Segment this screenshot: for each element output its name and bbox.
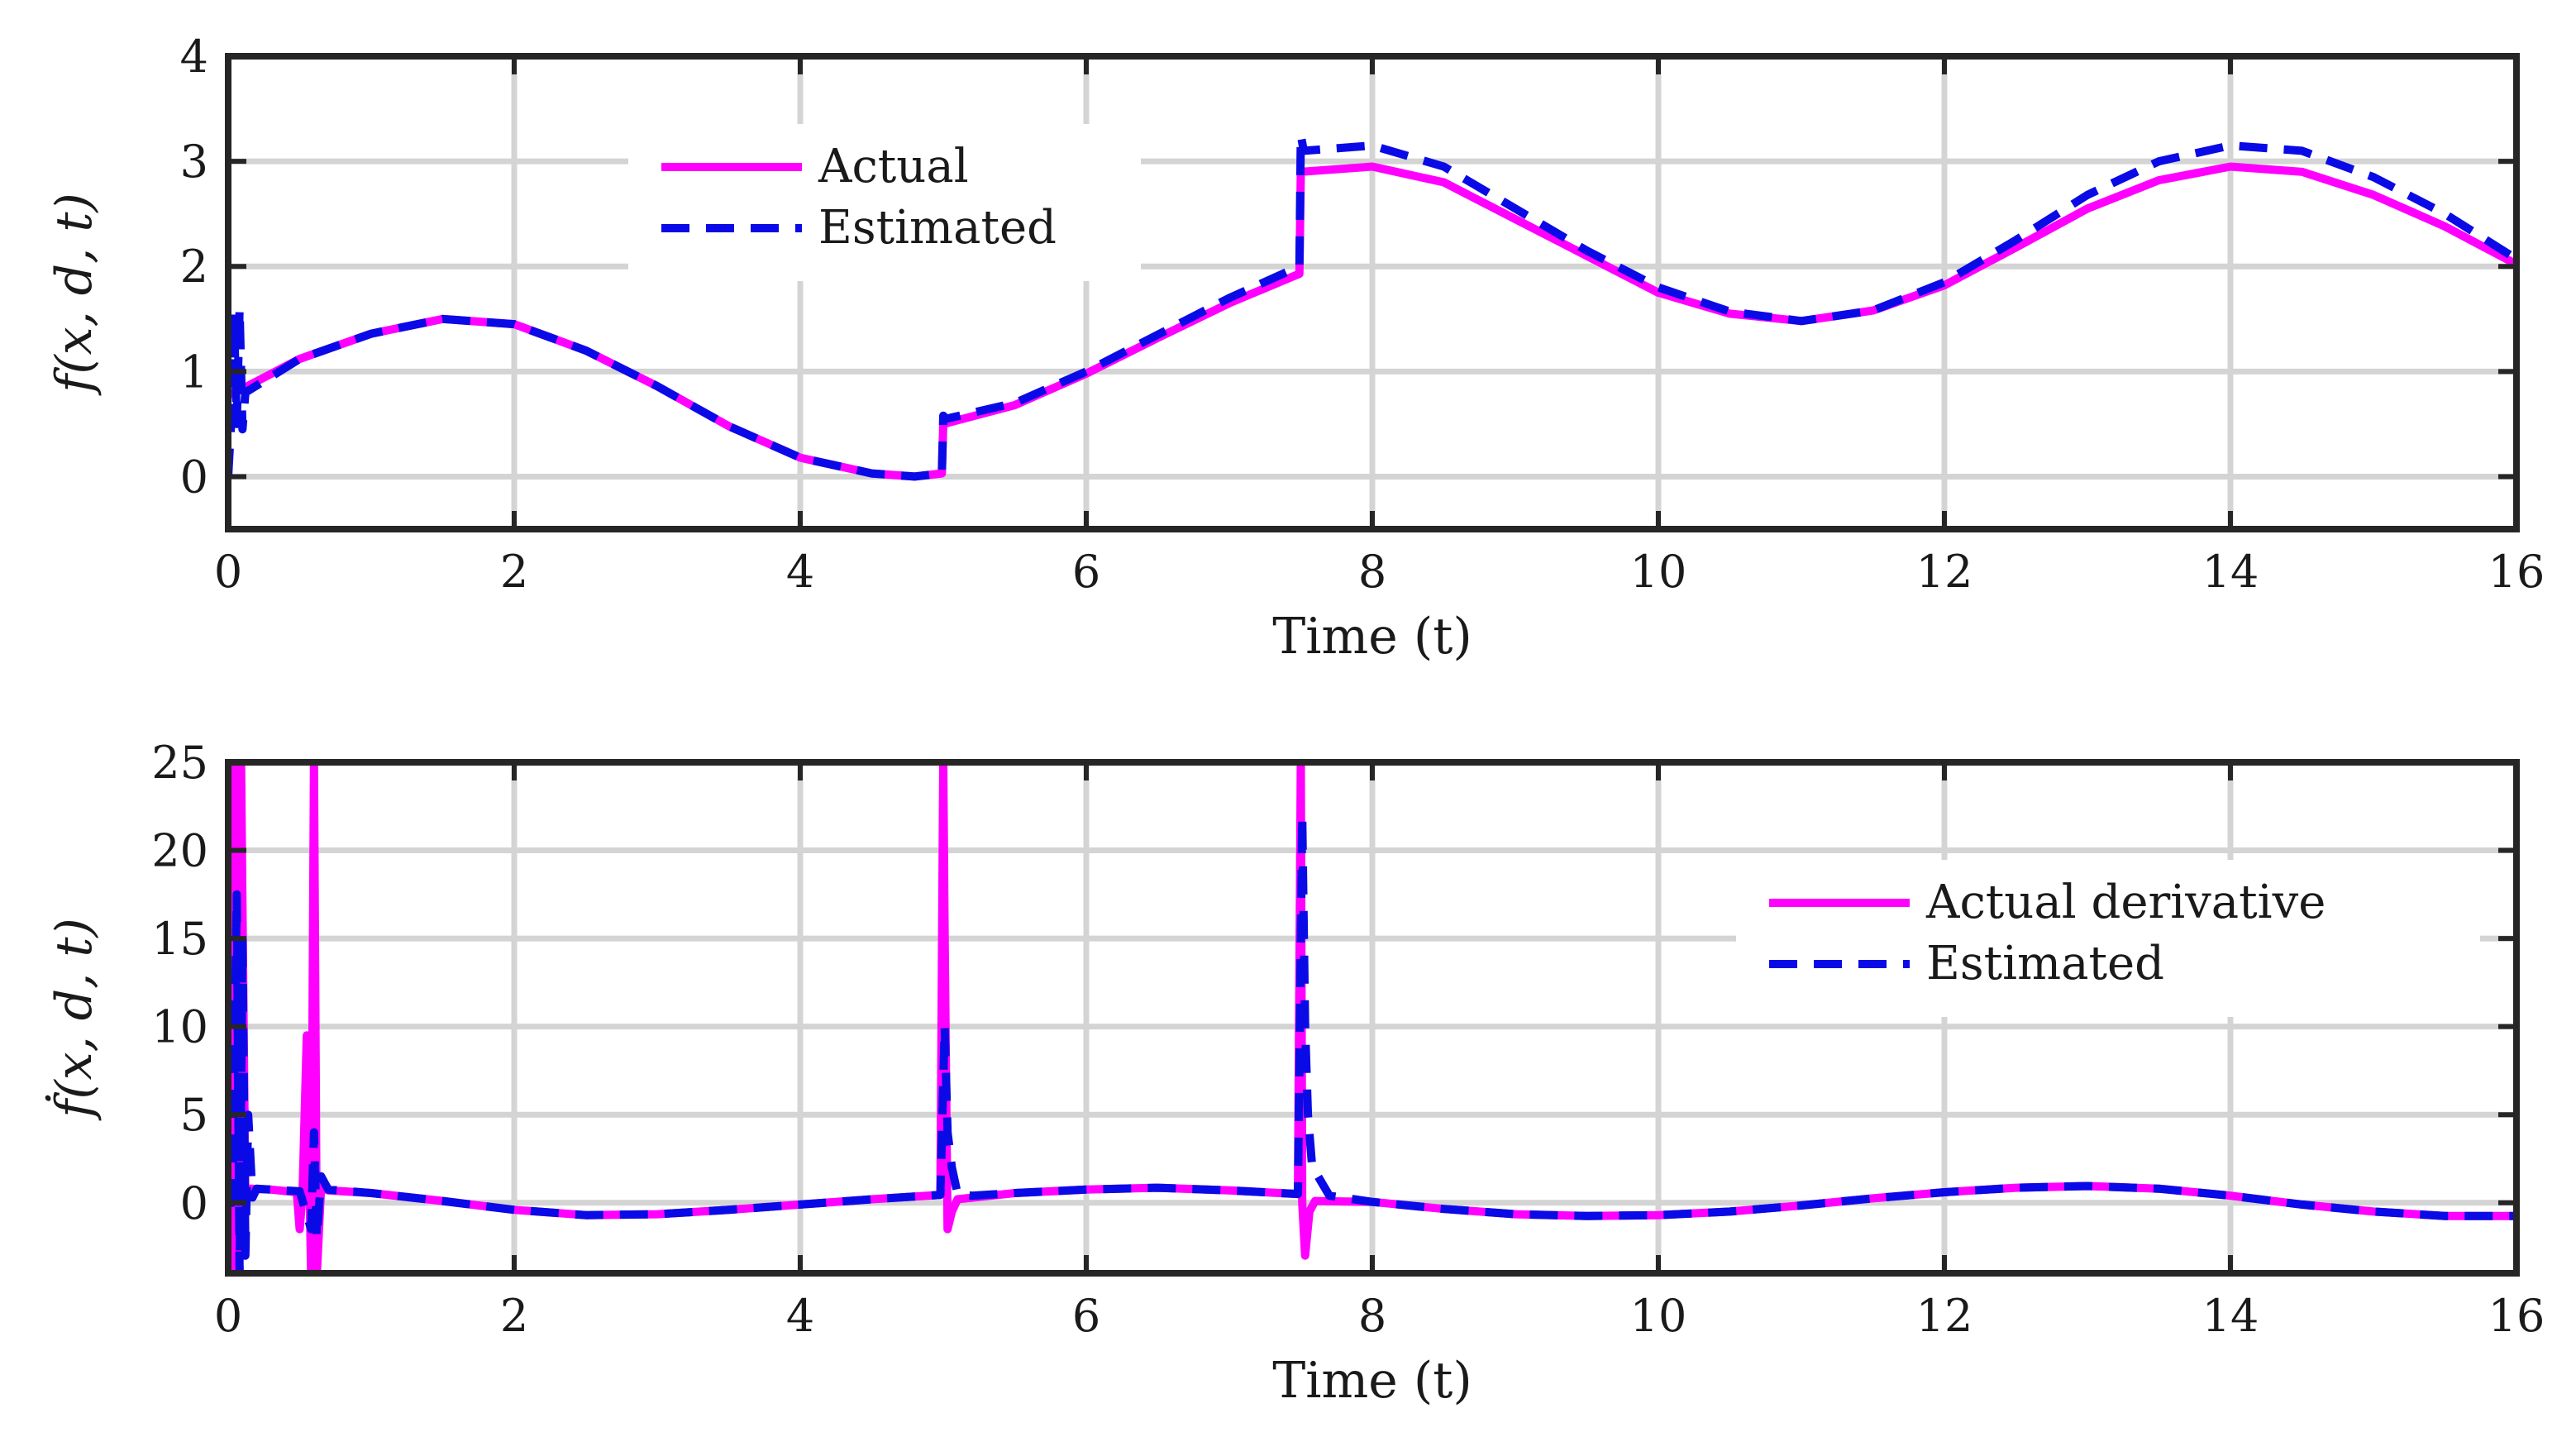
legend-entry-label: Estimated: [1926, 937, 2164, 990]
x-tick-label: 0: [214, 546, 242, 598]
y-tick-label: 1: [180, 346, 208, 398]
y-tick-label: 15: [151, 913, 208, 965]
x-tick-label: 6: [1072, 546, 1100, 598]
x-tick-label: 12: [1916, 1290, 1973, 1342]
y-tick-label: 5: [180, 1089, 208, 1141]
x-tick-label: 10: [1630, 1290, 1687, 1342]
x-tick-label: 12: [1916, 546, 1973, 598]
y-tick-label: 0: [180, 1177, 208, 1229]
x-tick-label: 14: [2202, 546, 2259, 598]
x-tick-label: 16: [2488, 1290, 2545, 1342]
legend-box: [1736, 860, 2480, 1017]
legend: Actual Estimated: [628, 124, 1141, 281]
legend: Actual derivative Estimated: [1736, 860, 2480, 1017]
x-tick-label: 2: [500, 1290, 528, 1342]
x-tick-label: 2: [500, 546, 528, 598]
x-tick-label: 8: [1358, 1290, 1386, 1342]
legend-entry-label: Actual: [818, 140, 969, 193]
y-tick-label: 20: [151, 825, 208, 877]
x-tick-label: 16: [2488, 546, 2545, 598]
x-tick-label: 10: [1630, 546, 1687, 598]
x-tick-label: 8: [1358, 546, 1386, 598]
y-tick-label: 2: [180, 241, 208, 293]
y-axis-label: ḟ(x, d, t): [45, 918, 103, 1121]
y-tick-label: 4: [180, 31, 208, 83]
y-tick-label: 3: [180, 136, 208, 188]
x-axis-label: Time (t): [1272, 608, 1472, 666]
x-tick-label: 4: [786, 546, 814, 598]
y-tick-label: 0: [180, 451, 208, 503]
actual-series-line: [228, 762, 2516, 1273]
y-axis-label: f(x, d, t): [45, 193, 103, 396]
y-tick-label: 10: [151, 1001, 208, 1053]
legend-entry-label: Estimated: [818, 201, 1057, 255]
x-tick-label: 6: [1072, 1290, 1100, 1342]
x-tick-label: 14: [2202, 1290, 2259, 1342]
y-tick-label: 25: [151, 737, 208, 789]
legend-entry-label: Actual derivative: [1925, 876, 2326, 929]
bottom-panel: 0 2 4 6 8 10 12 14 16 0 5 10 15 20 25 Time (t) ḟ(x, d, t…: [45, 737, 2545, 1410]
x-axis-label: Time (t): [1272, 1352, 1472, 1410]
x-tick-label: 0: [214, 1290, 242, 1342]
x-tick-label: 4: [786, 1290, 814, 1342]
estimated-series-line: [228, 131, 2516, 481]
legend-box: [628, 124, 1141, 281]
